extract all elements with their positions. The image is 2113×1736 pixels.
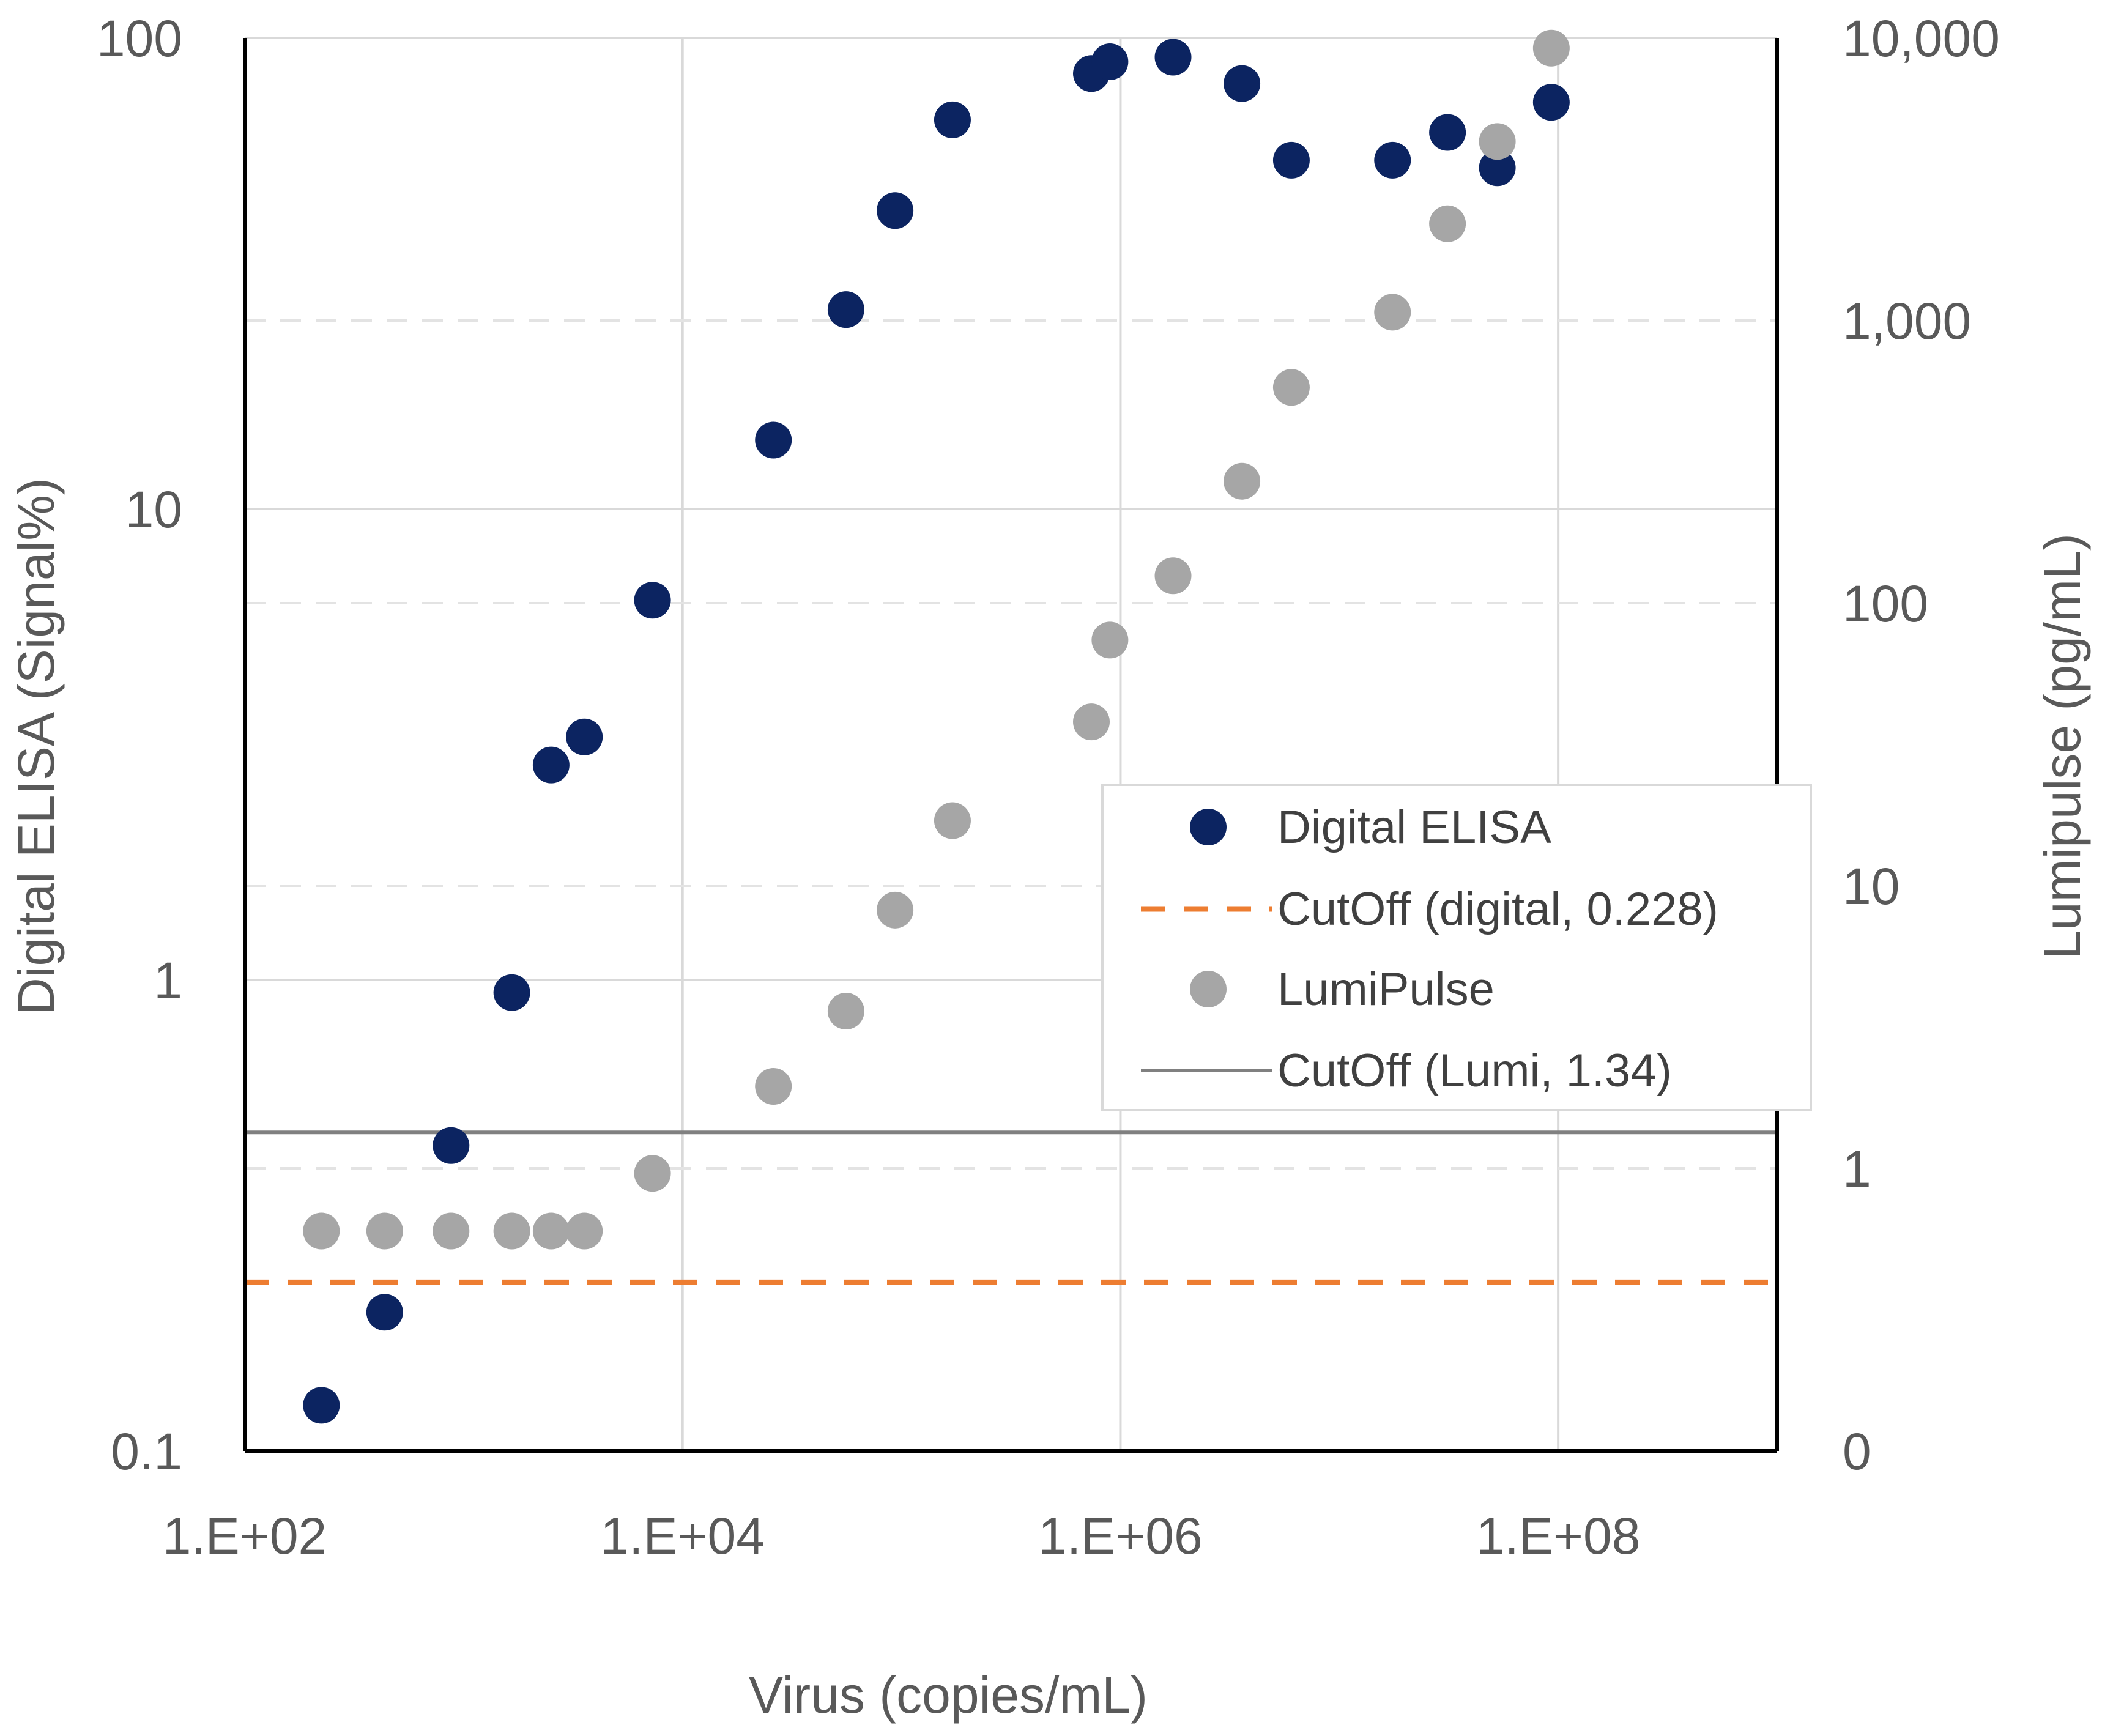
point-lumipulse-9 bbox=[877, 891, 914, 929]
point-digital-elisa-14 bbox=[1224, 65, 1261, 102]
point-lumipulse-4 bbox=[532, 1212, 570, 1250]
point-digital-elisa-8 bbox=[827, 291, 864, 328]
point-lumipulse-17 bbox=[1429, 205, 1466, 242]
y-axis-title-right: Lumipulse (pg/mL) bbox=[2033, 533, 2091, 959]
y-right-tick-label-0: 0 bbox=[1843, 1423, 1871, 1480]
point-digital-elisa-2 bbox=[433, 1127, 470, 1164]
point-lumipulse-18 bbox=[1479, 123, 1516, 160]
series-lumipulse bbox=[303, 29, 1570, 1250]
y-right-tick-label-1: 1 bbox=[1843, 1140, 1871, 1198]
x-tick-label-3: 1.E+08 bbox=[1476, 1507, 1641, 1565]
y-right-tick-label-2: 10 bbox=[1843, 858, 1899, 915]
point-digital-elisa-13 bbox=[1154, 39, 1192, 76]
point-digital-elisa-19 bbox=[1532, 84, 1570, 121]
point-lumipulse-11 bbox=[1073, 703, 1110, 741]
point-digital-elisa-1 bbox=[366, 1294, 403, 1331]
point-lumipulse-12 bbox=[1091, 621, 1129, 659]
y-left-tick-label-0: 0.1 bbox=[111, 1423, 182, 1480]
gridlines bbox=[243, 37, 1778, 1452]
tick-labels: 1.E+02 1.E+04 1.E+06 1.E+08 0.1 1 10 100 0 1 10 100… bbox=[97, 10, 2000, 1565]
legend-marker-digital-elisa bbox=[1190, 809, 1227, 845]
y-right-tick-label-3: 100 bbox=[1843, 575, 1928, 632]
plot-series bbox=[245, 29, 1777, 1424]
y-axis-title-left: Digital ELISA (Signal%) bbox=[7, 478, 65, 1015]
point-lumipulse-5 bbox=[566, 1212, 603, 1250]
point-lumipulse-10 bbox=[934, 802, 971, 839]
x-tick-label-0: 1.E+02 bbox=[163, 1507, 327, 1565]
point-lumipulse-19 bbox=[1532, 29, 1570, 67]
point-lumipulse-0 bbox=[303, 1212, 340, 1250]
legend-box bbox=[1101, 784, 1812, 1111]
x-tick-label-2: 1.E+06 bbox=[1038, 1507, 1203, 1565]
x-axis-title: Virus (copies/mL) bbox=[749, 1666, 1148, 1724]
point-digital-elisa-3 bbox=[493, 974, 530, 1011]
legend-label-cutoff-lumi: CutOff (Lumi, 1.34) bbox=[1277, 1045, 1672, 1097]
y-right-tick-label-4: 1,000 bbox=[1843, 292, 1971, 350]
point-digital-elisa-10 bbox=[934, 101, 971, 138]
y-right-tick-label-5: 10,000 bbox=[1843, 10, 2000, 67]
point-digital-elisa-9 bbox=[877, 192, 914, 229]
point-lumipulse-14 bbox=[1224, 462, 1261, 500]
point-lumipulse-3 bbox=[493, 1212, 530, 1250]
legend-marker-lumipulse bbox=[1190, 971, 1227, 1007]
point-digital-elisa-15 bbox=[1272, 141, 1310, 179]
point-digital-elisa-5 bbox=[566, 718, 603, 755]
legend-label-cutoff-digital: CutOff (digital, 0.228) bbox=[1277, 883, 1718, 935]
point-lumipulse-6 bbox=[634, 1155, 671, 1192]
point-digital-elisa-7 bbox=[755, 421, 792, 459]
y-left-tick-label-3: 100 bbox=[97, 10, 182, 67]
point-lumipulse-8 bbox=[827, 992, 864, 1029]
point-digital-elisa-0 bbox=[303, 1387, 340, 1424]
axes bbox=[243, 38, 1779, 1453]
point-digital-elisa-4 bbox=[532, 746, 570, 784]
point-digital-elisa-12 bbox=[1091, 43, 1129, 80]
legend-label-lumipulse: LumiPulse bbox=[1277, 963, 1495, 1015]
point-lumipulse-16 bbox=[1374, 294, 1411, 331]
point-digital-elisa-6 bbox=[634, 582, 671, 619]
point-digital-elisa-17 bbox=[1429, 114, 1466, 151]
legend-label-digital-elisa: Digital ELISA bbox=[1277, 801, 1551, 853]
x-tick-label-1: 1.E+04 bbox=[600, 1507, 765, 1565]
series-digital-elisa bbox=[303, 39, 1570, 1424]
point-digital-elisa-18 bbox=[1479, 149, 1516, 187]
y-left-tick-label-1: 1 bbox=[154, 952, 182, 1009]
point-lumipulse-2 bbox=[433, 1212, 470, 1250]
point-lumipulse-7 bbox=[755, 1068, 792, 1105]
point-lumipulse-13 bbox=[1154, 557, 1192, 595]
point-lumipulse-1 bbox=[366, 1212, 403, 1250]
y-left-tick-label-2: 10 bbox=[125, 481, 182, 538]
point-digital-elisa-16 bbox=[1374, 141, 1411, 179]
point-lumipulse-15 bbox=[1272, 369, 1310, 406]
legend: Digital ELISA CutOff (digital, 0.228) Lu… bbox=[1101, 784, 1812, 1111]
